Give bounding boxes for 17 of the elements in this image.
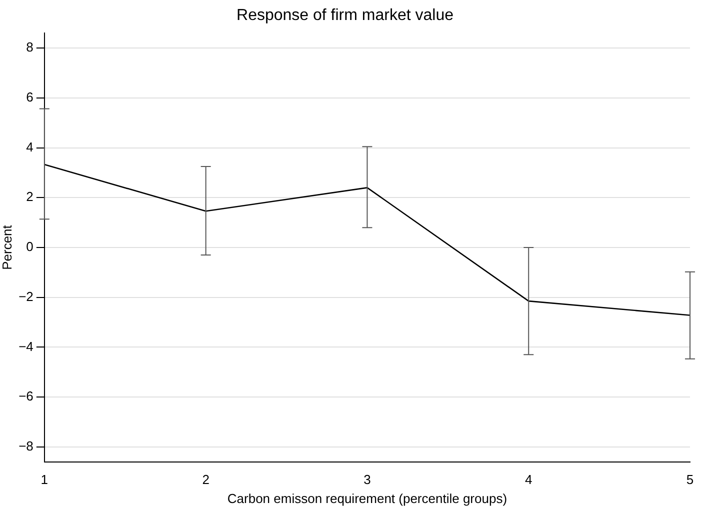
y-tick-label: −8: [18, 438, 34, 454]
x-tick-label: 1: [40, 472, 48, 488]
x-tick-label: 5: [686, 472, 694, 488]
y-tick-label: 8: [26, 40, 34, 55]
y-tick-label: −4: [18, 338, 34, 354]
y-tick-label: 0: [26, 239, 34, 254]
y-axis-title: Percent: [0, 224, 14, 270]
x-tick-label: 2: [202, 472, 210, 488]
x-tick-label: 4: [524, 472, 532, 488]
y-tick-label: 2: [26, 189, 34, 204]
x-axis-title: Carbon emisson requirement (percentile groups): [227, 490, 508, 506]
y-tick-label: −6: [18, 388, 34, 404]
y-tick-label: −2: [18, 288, 34, 304]
x-tick-label: 3: [364, 472, 371, 488]
y-tick-label: 6: [26, 90, 34, 105]
y-tick-label: 4: [26, 139, 34, 154]
chart-title: Response of firm market value: [236, 7, 454, 24]
